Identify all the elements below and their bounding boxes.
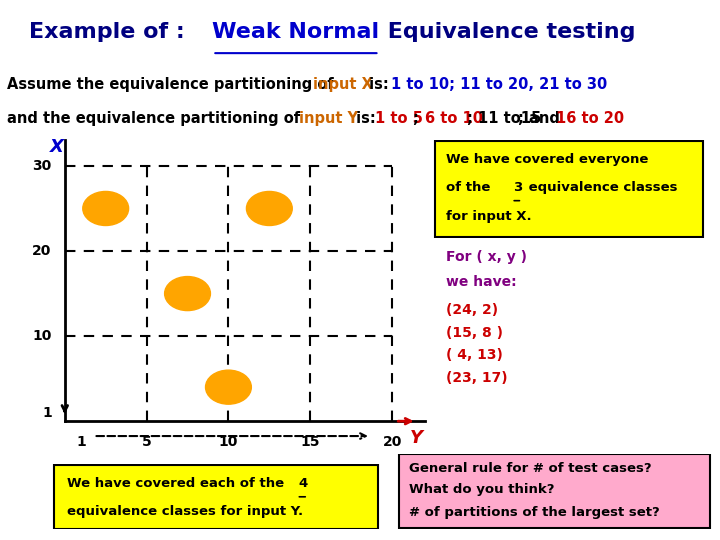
Text: We have covered each of the: We have covered each of the [67, 477, 289, 490]
Text: is:: is: [351, 111, 381, 126]
Text: we have:: we have: [446, 275, 516, 289]
Text: 1 to 10; 11 to 20, 21 to 30: 1 to 10; 11 to 20, 21 to 30 [391, 77, 607, 91]
Text: 1 to 5: 1 to 5 [375, 111, 423, 126]
Text: ;: ; [413, 111, 423, 126]
FancyBboxPatch shape [54, 465, 378, 529]
Text: Equivalence testing: Equivalence testing [380, 22, 636, 43]
Text: input X: input X [313, 77, 373, 91]
Text: 1: 1 [42, 406, 52, 420]
FancyBboxPatch shape [399, 454, 710, 529]
Text: ;: ; [467, 111, 477, 126]
Text: 10: 10 [32, 329, 52, 343]
Text: General rule for # of test cases?: General rule for # of test cases? [409, 462, 652, 475]
Ellipse shape [165, 276, 210, 310]
Text: 6 to 10: 6 to 10 [425, 111, 483, 126]
Text: (23, 17): (23, 17) [446, 371, 508, 385]
Text: # of partitions of the largest set?: # of partitions of the largest set? [409, 506, 660, 519]
Text: 4: 4 [298, 477, 307, 490]
Text: 15: 15 [300, 435, 320, 449]
Text: 10: 10 [219, 435, 238, 449]
FancyBboxPatch shape [435, 141, 703, 237]
Text: is:: is: [364, 77, 399, 91]
Text: 1: 1 [76, 435, 86, 449]
Text: We have covered everyone: We have covered everyone [446, 153, 648, 166]
Text: (24, 2): (24, 2) [446, 303, 498, 318]
Ellipse shape [246, 192, 292, 226]
Text: 16 to 20: 16 to 20 [556, 111, 624, 126]
Text: and the equivalence partitioning of: and the equivalence partitioning of [7, 111, 305, 126]
Text: input Y: input Y [299, 111, 358, 126]
Text: Weak Normal: Weak Normal [212, 22, 379, 43]
Text: ; and: ; and [518, 111, 565, 126]
Text: of the: of the [446, 180, 495, 193]
Text: Assume the equivalence partitioning of: Assume the equivalence partitioning of [7, 77, 339, 91]
Text: 3: 3 [513, 180, 522, 193]
Text: 5: 5 [142, 435, 151, 449]
Text: (15, 8 ): (15, 8 ) [446, 326, 503, 340]
Ellipse shape [205, 370, 251, 404]
Text: X: X [50, 138, 63, 156]
Text: ( 4, 13): ( 4, 13) [446, 348, 503, 362]
Text: equivalence classes: equivalence classes [524, 180, 678, 193]
Text: equivalence classes for input Y.: equivalence classes for input Y. [67, 504, 303, 517]
Text: Example of :: Example of : [29, 22, 192, 43]
Text: 20: 20 [382, 435, 402, 449]
Text: Y: Y [410, 429, 423, 447]
Text: For ( x, y ): For ( x, y ) [446, 250, 527, 264]
Ellipse shape [83, 192, 129, 226]
Text: 30: 30 [32, 159, 52, 173]
Text: What do you think?: What do you think? [409, 483, 554, 496]
Text: for input X.: for input X. [446, 210, 531, 222]
Text: 20: 20 [32, 244, 52, 258]
Text: 11 to15: 11 to15 [478, 111, 541, 126]
